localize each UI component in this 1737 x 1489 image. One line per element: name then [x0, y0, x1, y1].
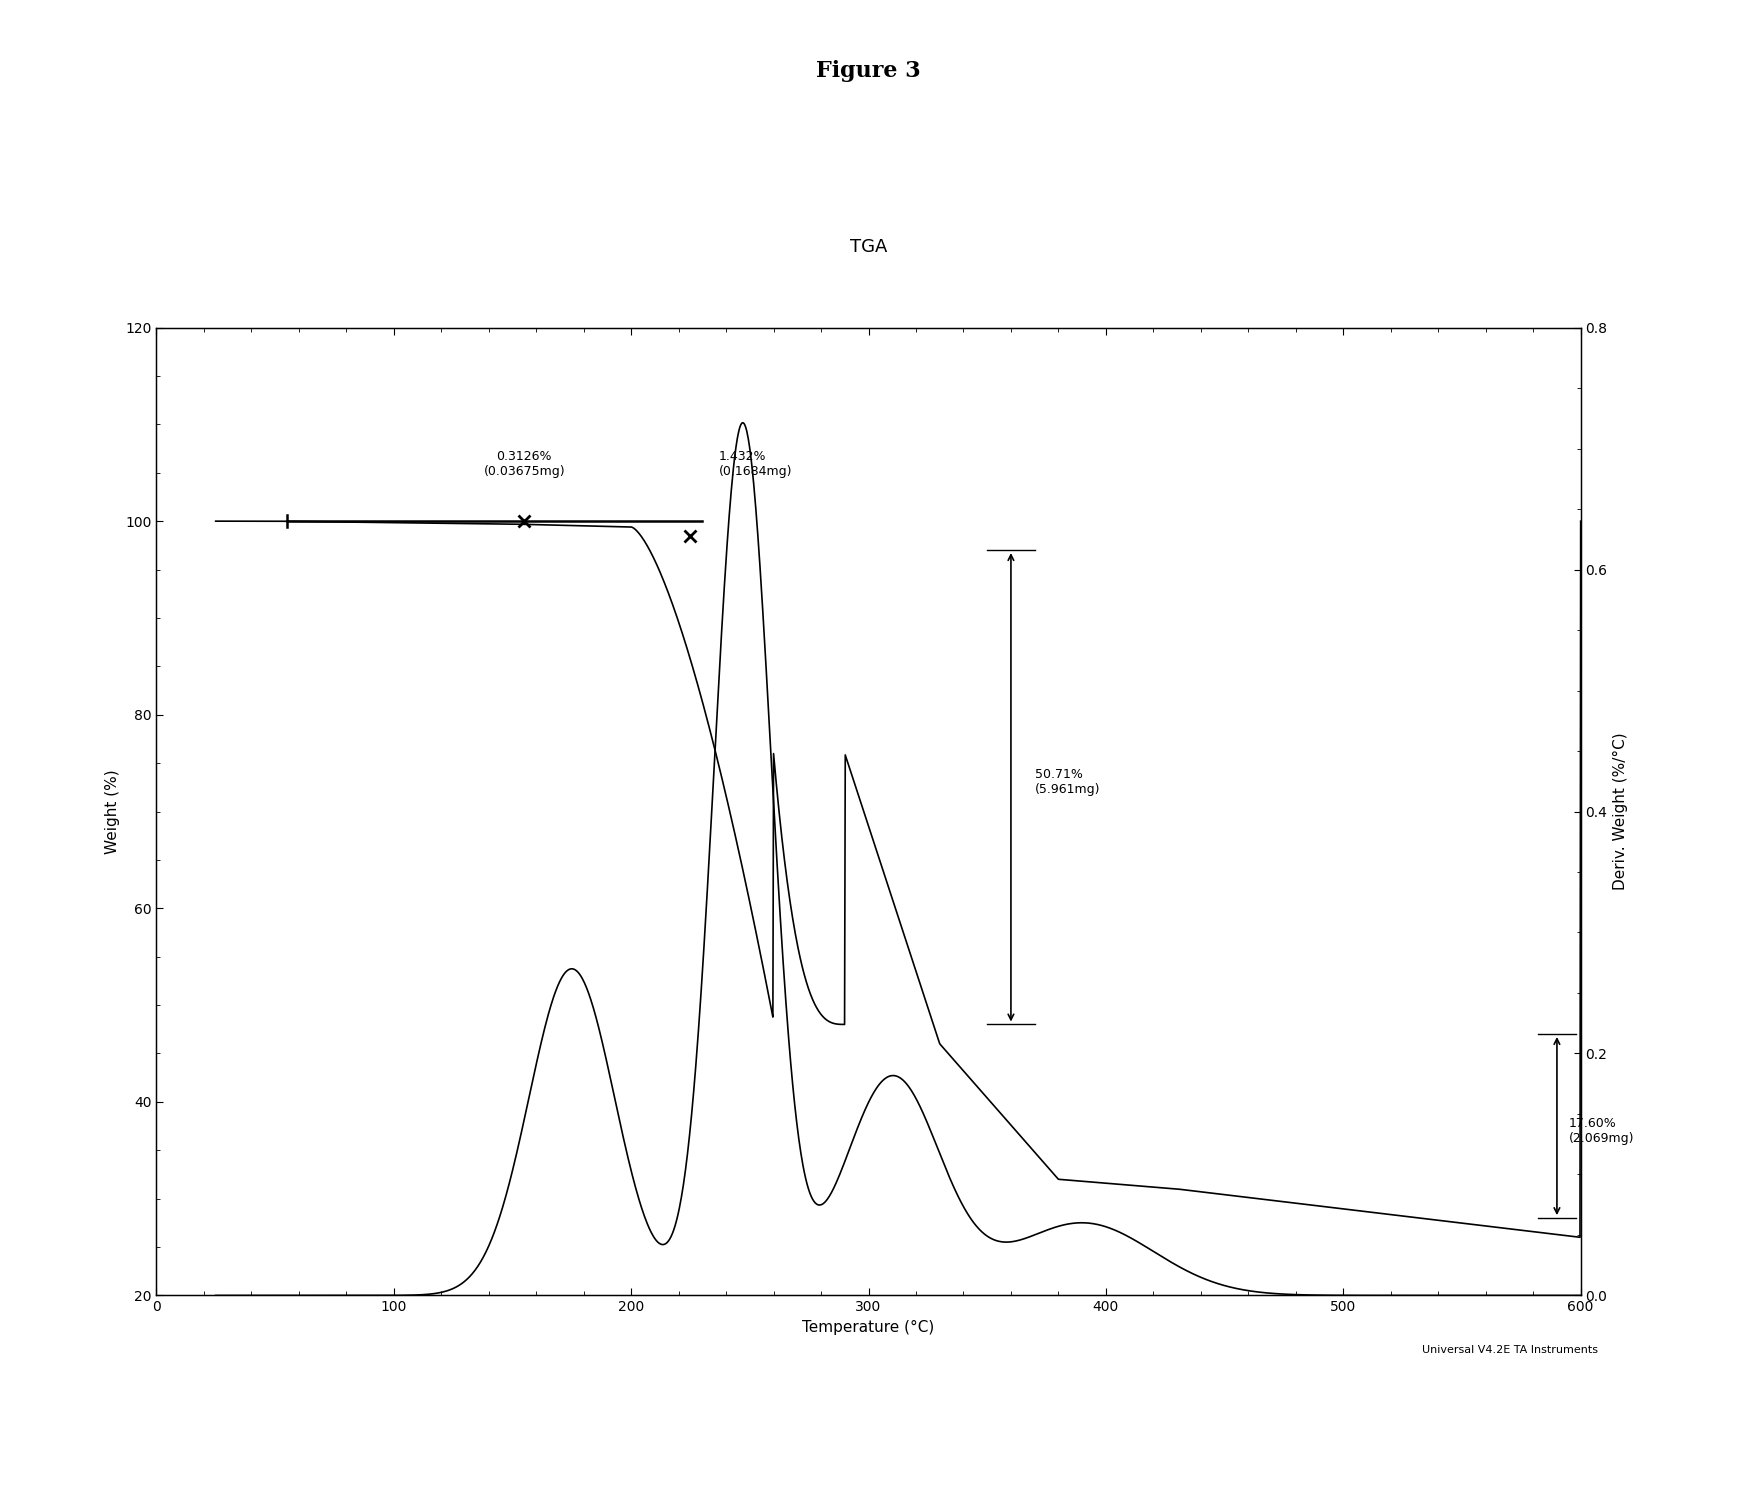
- Text: 17.60%
(2.069mg): 17.60% (2.069mg): [1569, 1117, 1635, 1145]
- Text: Figure 3: Figure 3: [816, 60, 921, 82]
- Text: 0.3126%
(0.03675mg): 0.3126% (0.03675mg): [483, 450, 565, 478]
- Text: 50.71%
(5.961mg): 50.71% (5.961mg): [1035, 768, 1100, 797]
- Y-axis label: Weight (%): Weight (%): [104, 770, 120, 853]
- Text: Universal V4.2E TA Instruments: Universal V4.2E TA Instruments: [1423, 1345, 1598, 1355]
- Text: TGA: TGA: [849, 238, 888, 256]
- Y-axis label: Deriv. Weight (%/°C): Deriv. Weight (%/°C): [1614, 733, 1628, 890]
- X-axis label: Temperature (°C): Temperature (°C): [802, 1319, 935, 1334]
- Text: 1.432%
(0.1684mg): 1.432% (0.1684mg): [719, 450, 792, 478]
